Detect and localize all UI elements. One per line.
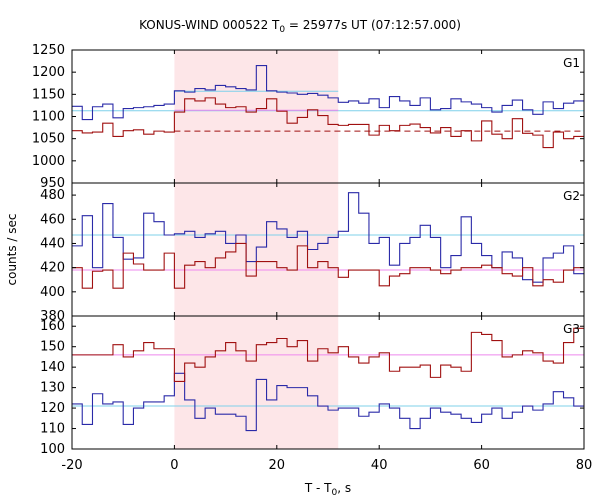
panel-frame [71, 315, 585, 450]
y-tick-label: 950 [40, 176, 65, 191]
y-tick-label: 480 [40, 188, 65, 203]
series-blue-line [72, 64, 584, 121]
y-tick-label: 130 [40, 381, 65, 396]
panel-label-g3: G3 [563, 322, 580, 336]
y-tick-label: 1200 [32, 65, 65, 80]
title-subscript: 0 [279, 25, 286, 35]
x-tick-label: 80 [576, 458, 593, 473]
y-tick-label: 1000 [32, 154, 65, 169]
y-tick-label: 1050 [32, 132, 65, 147]
y-tick-label: 100 [40, 442, 65, 457]
y-tick-label: 1150 [32, 87, 65, 102]
y-tick-label: 140 [40, 360, 65, 375]
y-tick-label: 110 [40, 422, 65, 437]
y-tick-label: 1250 [32, 43, 65, 58]
series-red-line [72, 97, 584, 149]
y-tick-label: 150 [40, 340, 65, 355]
x-tick-label: 20 [269, 458, 286, 473]
series-red-line [72, 327, 584, 383]
title-prefix: KONUS-WIND 000522 T [139, 18, 280, 32]
panel-g3 [71, 315, 585, 450]
y-tick-label: 120 [40, 401, 65, 416]
y-axis-label: counts / sec [5, 213, 19, 285]
panel-label-g1: G1 [563, 56, 580, 70]
y-tick-label: 440 [40, 236, 65, 251]
chart-title: KONUS-WIND 000522 T0 = 25977s UT (07:12:… [0, 18, 600, 35]
y-tick-label: 400 [40, 285, 65, 300]
x-tick-label: 60 [473, 458, 490, 473]
y-tick-label: 380 [40, 309, 65, 324]
x-tick-label: 40 [371, 458, 388, 473]
title-suffix: = 25977s UT (07:12:57.000) [285, 18, 461, 32]
y-tick-label: 460 [40, 212, 65, 227]
panel-label-g2: G2 [563, 189, 580, 203]
series-red-line [72, 242, 584, 289]
x-axis-label: T - T0, s [304, 481, 351, 498]
series-blue-line [72, 372, 584, 432]
y-tick-label: 160 [40, 319, 65, 334]
y-tick-label: 420 [40, 261, 65, 276]
x-tick-label: -20 [61, 458, 82, 473]
x-tick-label: 0 [170, 458, 178, 473]
y-tick-label: 1100 [32, 110, 65, 125]
